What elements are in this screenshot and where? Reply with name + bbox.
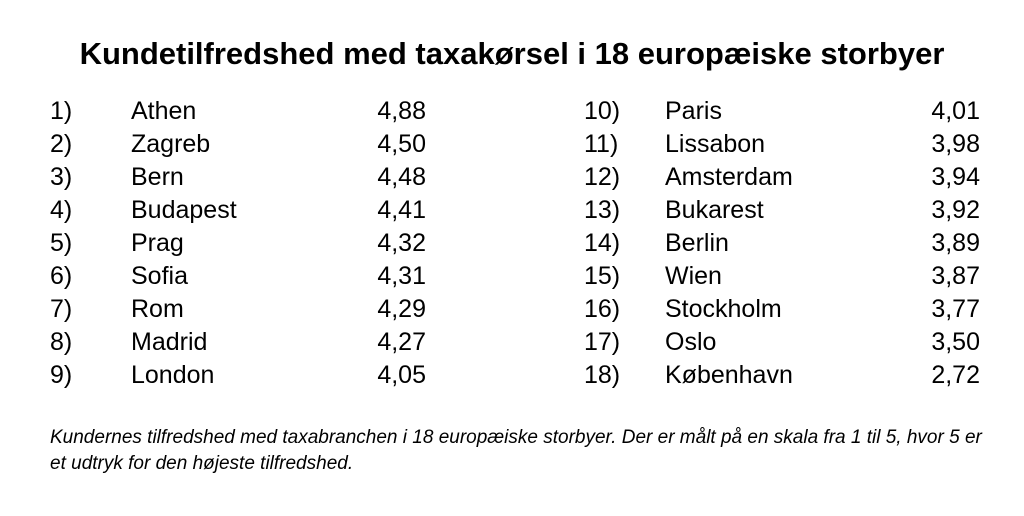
city-name: Oslo — [665, 328, 717, 356]
score-value: 3,50 — [931, 328, 980, 356]
city-name: Stockholm — [665, 295, 782, 323]
score-value: 3,94 — [931, 163, 980, 191]
score-value: 4,01 — [931, 97, 980, 125]
city-name: Zagreb — [131, 130, 211, 158]
rank-number: 12) — [584, 163, 621, 191]
ranking-column-left: 1) Athen 4,88 2) Zagreb 4,50 3) Bern 4,48 4) Bu… — [50, 95, 426, 392]
rank-number: 2) — [50, 130, 73, 158]
score-value: 3,87 — [931, 262, 980, 290]
ranking-row: 13) Bukarest 3,92 — [584, 194, 980, 227]
rank-number: 17) — [584, 328, 621, 356]
score-value: 3,89 — [931, 229, 980, 257]
rank-number: 6) — [50, 262, 73, 290]
score-value: 3,92 — [931, 196, 980, 224]
rank-number: 8) — [50, 328, 73, 356]
ranking-row: 17) Oslo 3,50 — [584, 326, 980, 359]
score-value: 4,41 — [377, 196, 426, 224]
score-value: 2,72 — [931, 361, 980, 389]
score-value: 4,29 — [377, 295, 426, 323]
city-name: Paris — [665, 97, 722, 125]
ranking-row: 1) Athen 4,88 — [50, 95, 426, 128]
ranking-row: 8) Madrid 4,27 — [50, 326, 426, 359]
rank-number: 3) — [50, 163, 73, 191]
caption: Kundernes tilfredshed med taxabranchen i… — [50, 427, 982, 474]
city-name: Lissabon — [665, 130, 766, 158]
score-value: 3,98 — [931, 130, 980, 158]
rank-number: 1) — [50, 97, 73, 125]
city-name: Sofia — [131, 262, 188, 290]
score-value: 4,50 — [377, 130, 426, 158]
rank-number: 13) — [584, 196, 621, 224]
ranking-row: 16) Stockholm 3,77 — [584, 293, 980, 326]
city-name: Prag — [131, 229, 184, 257]
rank-number: 16) — [584, 295, 621, 323]
rank-number: 15) — [584, 262, 621, 290]
rank-number: 7) — [50, 295, 73, 323]
ranking-row: 3) Bern 4,48 — [50, 161, 426, 194]
city-name: Athen — [131, 97, 197, 125]
ranking-row: 6) Sofia 4,31 — [50, 260, 426, 293]
ranking-row: 12) Amsterdam 3,94 — [584, 161, 980, 194]
city-name: London — [131, 361, 215, 389]
score-value: 4,48 — [377, 163, 426, 191]
score-value: 3,77 — [931, 295, 980, 323]
city-name: Bukarest — [665, 196, 764, 224]
ranking-row: 9) London 4,05 — [50, 359, 426, 392]
ranking-row: 18) København 2,72 — [584, 359, 980, 392]
ranking-column-right: 10) Paris 4,01 11) Lissabon 3,98 12) Amsterda… — [584, 95, 980, 392]
city-name: Berlin — [665, 229, 729, 257]
score-value: 4,88 — [377, 97, 426, 125]
rank-number: 11) — [584, 130, 619, 158]
rank-number: 9) — [50, 361, 73, 389]
city-name: Madrid — [131, 328, 208, 356]
city-name: Budapest — [131, 196, 237, 224]
ranking-row: 7) Rom 4,29 — [50, 293, 426, 326]
ranking-row: 2) Zagreb 4,50 — [50, 128, 426, 161]
ranking-row: 10) Paris 4,01 — [584, 95, 980, 128]
score-value: 4,05 — [377, 361, 426, 389]
page-title: Kundetilfredshed med taxakørsel i 18 eur… — [79, 36, 945, 71]
score-value: 4,27 — [377, 328, 426, 356]
city-name: Rom — [131, 295, 184, 323]
ranking-row: 11) Lissabon 3,98 — [584, 128, 980, 161]
score-value: 4,31 — [377, 262, 426, 290]
rank-number: 14) — [584, 229, 621, 257]
city-name: Bern — [131, 163, 184, 191]
rank-number: 4) — [50, 196, 73, 224]
city-name: Amsterdam — [665, 163, 793, 191]
score-value: 4,32 — [377, 229, 426, 257]
ranking-row: 14) Berlin 3,89 — [584, 227, 980, 260]
ranking-row: 5) Prag 4,32 — [50, 227, 426, 260]
city-name: Wien — [665, 262, 722, 290]
rank-number: 5) — [50, 229, 73, 257]
rank-number: 18) — [584, 361, 621, 389]
ranking-row: 4) Budapest 4,41 — [50, 194, 426, 227]
ranking-row: 15) Wien 3,87 — [584, 260, 980, 293]
rank-number: 10) — [584, 97, 621, 125]
city-name: København — [665, 361, 793, 389]
